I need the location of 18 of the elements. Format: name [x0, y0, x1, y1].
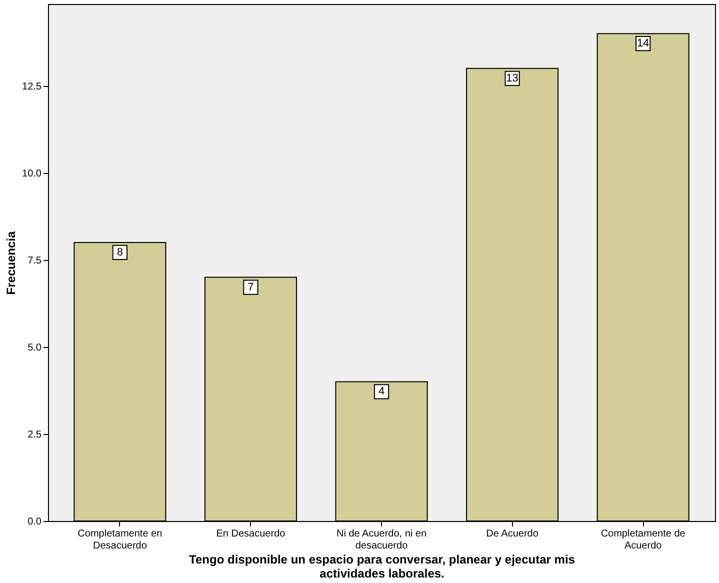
y-tick-label: 0.0 — [28, 516, 42, 528]
y-tick-label: 12.5 — [22, 81, 42, 92]
y-tick-label: 10.0 — [22, 168, 42, 180]
data-label: 4 — [378, 386, 385, 398]
data-label: 14 — [636, 38, 650, 50]
y-tick-label: 7.5 — [28, 255, 42, 266]
y-axis-title: Frecuencia — [4, 231, 18, 295]
data-label: 13 — [506, 72, 518, 84]
x-axis-title: Tengo disponible un espacio para conversar, planear y ejecutar mis actividades laborales. — [189, 552, 576, 580]
y-tick-label: 2.5 — [28, 429, 42, 440]
x-tick-label: Ni de Acuerdo, ni en desacuerdo — [336, 528, 427, 552]
y-tick-label: 5.0 — [28, 342, 42, 354]
x-tick-label: Completamente de Acuerdo — [600, 528, 686, 552]
x-tick-label: En Desacuerdo — [216, 528, 286, 540]
data-label: 8 — [116, 246, 123, 258]
data-label: 7 — [248, 281, 254, 294]
x-tick-label: De Acuerdo — [486, 528, 539, 540]
x-tick-label: Completamente en Desacuerdo — [78, 528, 162, 552]
